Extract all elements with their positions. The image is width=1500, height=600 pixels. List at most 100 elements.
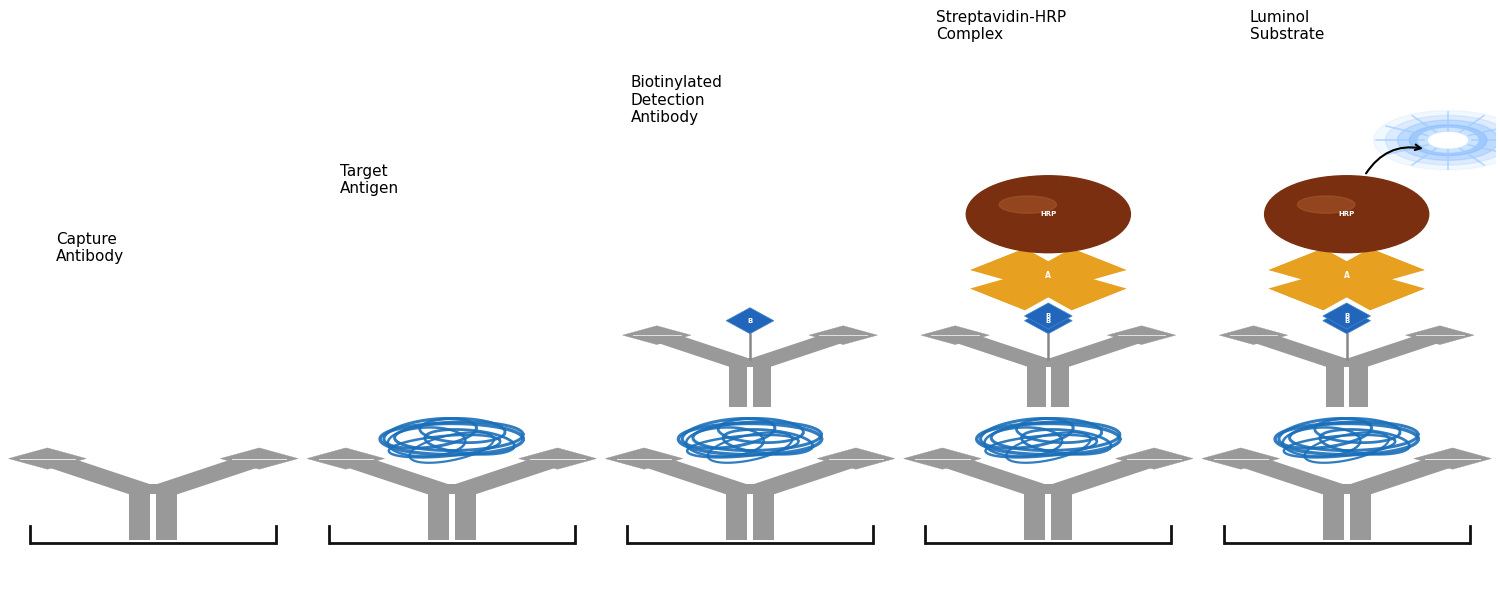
Text: HRP: HRP [1338,211,1354,217]
Polygon shape [38,454,150,494]
Polygon shape [9,448,86,469]
Polygon shape [1024,308,1072,334]
Polygon shape [427,484,476,494]
Polygon shape [1064,248,1126,274]
Polygon shape [1052,362,1070,407]
Polygon shape [946,331,1046,367]
Polygon shape [1350,490,1371,539]
Polygon shape [1107,326,1176,344]
Polygon shape [726,308,774,334]
Polygon shape [1362,248,1425,274]
Text: Streptavidin-HRP
Complex: Streptavidin-HRP Complex [936,10,1066,43]
Text: B: B [1344,318,1350,324]
Polygon shape [753,331,852,367]
Polygon shape [606,448,682,469]
Polygon shape [1230,454,1344,494]
Polygon shape [818,448,894,469]
Polygon shape [156,490,177,539]
Polygon shape [1052,490,1072,539]
Polygon shape [129,484,177,494]
Polygon shape [519,448,597,469]
Circle shape [1374,110,1500,170]
Polygon shape [648,331,747,367]
Polygon shape [1326,362,1344,407]
Polygon shape [726,484,774,494]
Polygon shape [753,490,774,539]
Polygon shape [1029,248,1126,287]
Polygon shape [1220,326,1287,344]
Polygon shape [1029,272,1126,310]
Polygon shape [1350,454,1462,494]
Text: Luminol
Substrate: Luminol Substrate [1250,10,1324,43]
Polygon shape [220,448,298,469]
Polygon shape [622,326,692,344]
Text: Capture
Antibody: Capture Antibody [57,232,125,265]
Polygon shape [1362,285,1425,310]
Polygon shape [1323,303,1371,329]
Circle shape [1386,115,1500,165]
Polygon shape [1024,484,1072,494]
Polygon shape [1028,362,1045,407]
Polygon shape [633,454,747,494]
Polygon shape [1024,490,1045,539]
Polygon shape [932,454,1046,494]
Polygon shape [1024,303,1072,329]
Text: HRP: HRP [1040,211,1056,217]
Polygon shape [1350,362,1368,407]
Text: B: B [747,318,753,324]
Polygon shape [1323,490,1344,539]
Polygon shape [808,326,877,344]
Ellipse shape [966,176,1131,253]
Circle shape [1428,133,1467,148]
Polygon shape [1317,268,1376,291]
Polygon shape [903,448,981,469]
Polygon shape [729,362,747,407]
Polygon shape [1052,454,1166,494]
Polygon shape [1326,358,1368,367]
Ellipse shape [1264,176,1428,253]
Polygon shape [454,454,568,494]
Polygon shape [308,448,384,469]
Polygon shape [454,490,476,539]
Circle shape [1410,125,1486,155]
Polygon shape [921,326,990,344]
Polygon shape [729,358,771,367]
Polygon shape [427,490,448,539]
Polygon shape [1269,285,1332,310]
Polygon shape [1019,268,1078,291]
Polygon shape [1064,285,1126,310]
Text: B: B [1344,313,1350,319]
Polygon shape [970,272,1068,310]
Polygon shape [753,454,867,494]
Polygon shape [129,490,150,539]
Ellipse shape [999,196,1056,213]
Polygon shape [1323,484,1371,494]
Polygon shape [970,248,1068,287]
Text: B: B [1046,313,1052,319]
Polygon shape [970,285,1034,310]
Text: Target
Antigen: Target Antigen [340,164,399,196]
Polygon shape [1269,248,1365,287]
Polygon shape [1328,272,1425,310]
Polygon shape [156,454,270,494]
Polygon shape [1116,448,1192,469]
Polygon shape [334,454,448,494]
Polygon shape [753,362,771,407]
Circle shape [1419,128,1478,152]
Polygon shape [726,490,747,539]
Text: Biotinylated
Detection
Antibody: Biotinylated Detection Antibody [630,75,723,125]
Polygon shape [1348,331,1449,367]
Polygon shape [1328,248,1425,287]
Polygon shape [1269,248,1332,274]
Text: A: A [1046,271,1052,280]
Polygon shape [1323,308,1371,334]
Polygon shape [970,248,1034,274]
Circle shape [1398,120,1498,160]
Polygon shape [1414,448,1491,469]
Polygon shape [1028,358,1069,367]
Polygon shape [1244,331,1344,367]
Polygon shape [1269,272,1365,310]
Polygon shape [1406,326,1474,344]
Text: B: B [1046,318,1052,324]
Polygon shape [1052,331,1150,367]
